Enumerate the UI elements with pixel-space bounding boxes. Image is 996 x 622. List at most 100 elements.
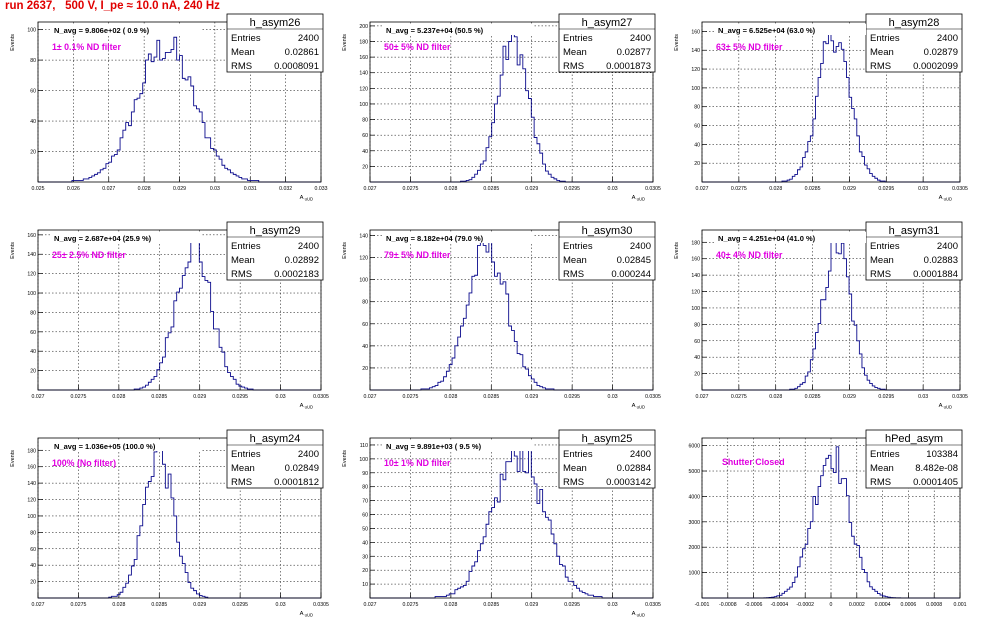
- stats-box: h_asym27 Entries 2400 Mean 0.02877 RMS 0.00018…: [558, 13, 656, 73]
- stat-label: Entries: [231, 241, 261, 252]
- stats-box: h_asym29 Entries 2400 Mean 0.02892 RMS 0.00021…: [226, 221, 324, 281]
- x-tick-label: 0.028: [444, 602, 457, 608]
- y-tick-label: 4000: [688, 494, 700, 500]
- y-tick-label: 60: [694, 339, 700, 345]
- y-tick-label: 80: [694, 322, 700, 328]
- stat-label: Entries: [870, 241, 900, 252]
- stat-value: 2400: [937, 33, 958, 44]
- x-tick-label: 0.029: [525, 602, 538, 608]
- x-tick-label: 0.03: [918, 186, 928, 192]
- x-axis-label: A uUD: [300, 195, 313, 202]
- y-tick-label: 50: [362, 526, 368, 532]
- y-tick-label: 40: [694, 355, 700, 361]
- x-tick-label: 0.0275: [402, 602, 418, 608]
- stat-label: Mean: [231, 255, 255, 266]
- stat-label: Entries: [870, 33, 900, 44]
- y-tick-label: 140: [691, 273, 700, 279]
- navg-label: N_avg = 9.806e+02 ( 0.9 %): [54, 26, 150, 35]
- x-tick-label: 0.029: [193, 602, 206, 608]
- x-tick-label: 0.03: [276, 602, 286, 608]
- y-tick-label: 20: [694, 161, 700, 167]
- stat-value: 103384: [926, 449, 958, 460]
- navg-label: N_avg = 8.182e+04 (79.0 %): [386, 234, 484, 243]
- y-tick-label: 140: [359, 71, 368, 77]
- y-tick-label: 160: [27, 233, 36, 239]
- x-tick-label: 0.0275: [70, 602, 86, 608]
- x-tick-label: 0.0305: [645, 602, 661, 608]
- stat-label: Entries: [563, 449, 593, 460]
- stat-value: 2400: [298, 241, 319, 252]
- plot-frame: [701, 437, 961, 599]
- x-tick-label: 0.028: [769, 394, 782, 400]
- x-tick-label: 0.027: [364, 394, 377, 400]
- plot-frame: [369, 229, 654, 391]
- histogram-name: h_asym28: [889, 17, 940, 29]
- x-tick-label: 0.028: [769, 186, 782, 192]
- x-tick-label: 0.0295: [564, 602, 580, 608]
- stats-box: h_asym26 Entries 2400 Mean 0.02861 RMS 0.00080…: [226, 13, 324, 73]
- navg-label: N_avg = 5.237e+04 (50.5 %): [386, 26, 484, 35]
- filter-note: 40± 4% ND filter: [716, 250, 783, 260]
- histogram-name: h_asym29: [250, 225, 301, 237]
- stat-label: Entries: [870, 449, 900, 460]
- x-tick-label: 0.0285: [805, 394, 821, 400]
- y-tick-label: 10: [362, 582, 368, 588]
- x-tick-label: 0.0002: [849, 602, 865, 608]
- x-tick-label: -0.0008: [719, 602, 737, 608]
- y-tick-label: 100: [27, 28, 36, 34]
- stat-value: 0.02879: [924, 47, 958, 58]
- stats-box: hPed_asym Entries 103384 Mean 8.482e-08 RMS 0.…: [865, 429, 963, 489]
- y-tick-label: 140: [27, 252, 36, 258]
- x-tick-label: 0.0004: [875, 602, 891, 608]
- x-tick-label: 0.029: [843, 186, 856, 192]
- x-tick-label: 0.03: [276, 394, 286, 400]
- y-tick-label: 120: [359, 86, 368, 92]
- navg-bg: [382, 440, 534, 451]
- x-tick-label: 0.0275: [402, 186, 418, 192]
- histogram-pad-h_asym29: 0.027 0.0275 0.028 0.0285 0.029 0.0295 0.03 0.0…: [10, 221, 329, 410]
- stats-box-frame: [226, 221, 324, 281]
- x-tick-label: 0.027: [696, 186, 709, 192]
- filter-note: 63± 5% ND filter: [716, 42, 783, 52]
- y-tick-label: 20: [694, 372, 700, 378]
- x-tick-label: 0.028: [444, 394, 457, 400]
- y-tick-label: 70: [362, 499, 368, 505]
- y-tick-label: 100: [691, 86, 700, 92]
- stats-box: h_asym31 Entries 2400 Mean 0.02883 RMS 0.00018…: [865, 221, 963, 281]
- x-tick-label: 0.0285: [151, 394, 167, 400]
- y-tick-label: 60: [362, 322, 368, 328]
- y-tick-label: 1000: [688, 571, 700, 577]
- y-tick-label: 100: [27, 291, 36, 297]
- x-axis-label: A uUD: [300, 611, 313, 618]
- x-axis-label: A uUD: [939, 195, 952, 202]
- stat-label: RMS: [870, 61, 891, 72]
- x-tick-label: 0.025: [32, 186, 45, 192]
- stats-box-frame: [865, 13, 963, 73]
- histogram-name: h_asym27: [582, 17, 633, 29]
- y-tick-label: 180: [359, 40, 368, 46]
- x-tick-label: 0.001: [954, 602, 967, 608]
- histogram-pad-h_asym26: 0.025 0.026 0.027 0.028 0.029 0.03 0.031 0.032 0…: [10, 13, 328, 202]
- x-tick-label: 0.03: [608, 602, 618, 608]
- histogram-pad-h_asym27: 0.027 0.0275 0.028 0.0285 0.029 0.0295 0.03 0.0…: [342, 13, 661, 202]
- x-tick-label: 0.028: [112, 602, 125, 608]
- y-tick-label: 160: [27, 465, 36, 471]
- stat-value: 0.0002099: [913, 61, 958, 72]
- stats-box-frame: [865, 221, 963, 281]
- x-tick-label: 0.0305: [313, 394, 329, 400]
- x-tick-label: 0.029: [193, 394, 206, 400]
- histogram-pad-h_asym24: 0.027 0.0275 0.028 0.0285 0.029 0.0295 0.03 0.0…: [10, 429, 329, 618]
- y-tick-label: 140: [691, 48, 700, 54]
- x-tick-label: 0.0295: [878, 186, 894, 192]
- y-tick-label: 160: [359, 55, 368, 61]
- y-tick-label: 20: [30, 369, 36, 375]
- y-tick-label: 180: [27, 448, 36, 454]
- x-tick-label: 0.0275: [70, 394, 86, 400]
- x-tick-label: 0.028: [112, 394, 125, 400]
- y-tick-label: 5000: [688, 469, 700, 475]
- y-tick-label: 120: [27, 498, 36, 504]
- histogram-pad-h_asym25: 0.027 0.0275 0.028 0.0285 0.029 0.0295 0.03 0.0…: [342, 429, 661, 618]
- stat-value: 2400: [298, 449, 319, 460]
- x-tick-label: 0.0305: [952, 186, 968, 192]
- y-tick-label: 40: [694, 142, 700, 148]
